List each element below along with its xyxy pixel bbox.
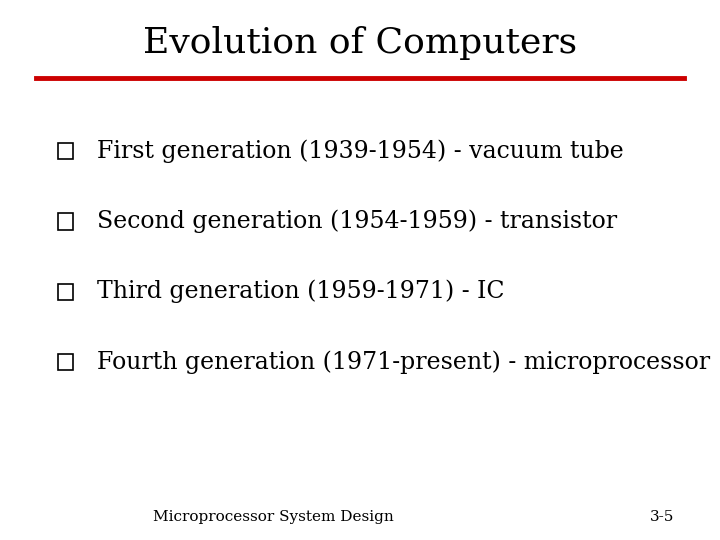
Text: Microprocessor System Design: Microprocessor System Design	[153, 510, 394, 524]
Text: Evolution of Computers: Evolution of Computers	[143, 26, 577, 60]
Bar	[58, 284, 73, 300]
Text: First generation (1939-1954) - vacuum tube: First generation (1939-1954) - vacuum tu…	[97, 139, 624, 163]
Text: Fourth generation (1971-present) - microprocessor: Fourth generation (1971-present) - micro…	[97, 350, 711, 374]
Text: Third generation (1959-1971) - IC: Third generation (1959-1971) - IC	[97, 280, 505, 303]
Text: 3-5: 3-5	[650, 510, 675, 524]
Bar	[58, 354, 73, 370]
Bar	[58, 213, 73, 230]
Bar	[58, 143, 73, 159]
Text: Second generation (1954-1959) - transistor: Second generation (1954-1959) - transist…	[97, 210, 617, 233]
